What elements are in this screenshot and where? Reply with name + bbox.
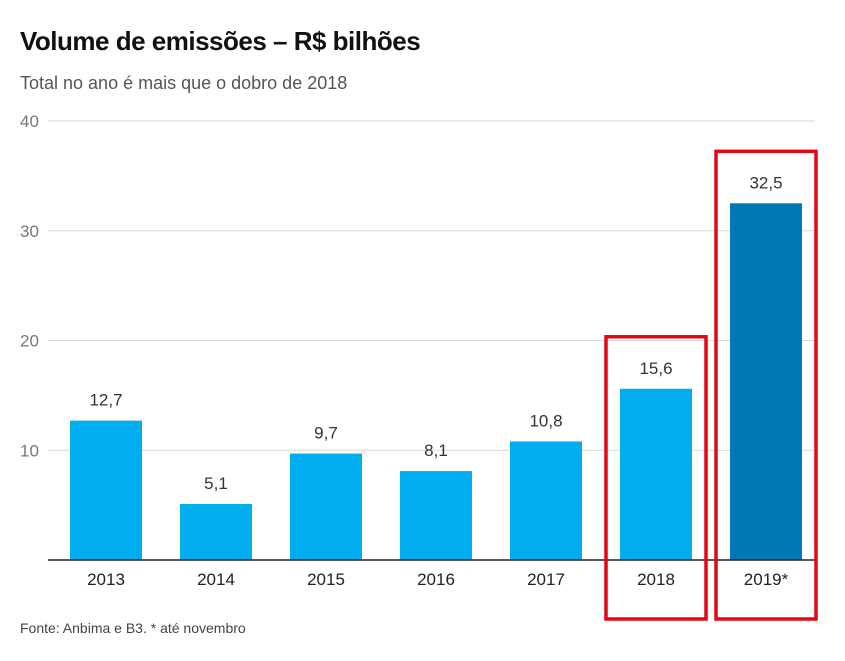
y-tick-label: 20 bbox=[20, 332, 39, 351]
bar bbox=[620, 388, 692, 560]
data-label: 32,5 bbox=[749, 173, 782, 192]
x-tick-label: 2018 bbox=[637, 570, 675, 589]
x-tick-label: 2019* bbox=[744, 570, 789, 589]
x-tick-label: 2015 bbox=[307, 570, 345, 589]
bar bbox=[290, 453, 362, 560]
y-tick-label: 30 bbox=[20, 222, 39, 241]
x-tick-label: 2014 bbox=[197, 570, 235, 589]
y-tick-label: 10 bbox=[20, 441, 39, 460]
data-label: 5,1 bbox=[204, 474, 228, 493]
highlight-box bbox=[714, 149, 818, 621]
bar bbox=[510, 441, 582, 560]
data-label: 10,8 bbox=[529, 411, 562, 430]
x-tick-label: 2016 bbox=[417, 570, 455, 589]
chart-subtitle: Total no ano é mais que o dobro de 2018 bbox=[20, 73, 348, 93]
source-note: Fonte: Anbima e B3. * até novembro bbox=[20, 620, 246, 636]
data-label: 9,7 bbox=[314, 424, 338, 443]
bar bbox=[180, 504, 252, 560]
highlight-box bbox=[604, 335, 708, 621]
x-tick-label: 2017 bbox=[527, 570, 565, 589]
bar bbox=[70, 420, 142, 560]
data-label: 8,1 bbox=[424, 441, 448, 460]
data-label: 15,6 bbox=[639, 359, 672, 378]
y-tick-label: 40 bbox=[20, 112, 39, 131]
bar bbox=[730, 203, 802, 560]
x-tick-label: 2013 bbox=[87, 570, 125, 589]
bar bbox=[400, 471, 472, 560]
data-label: 12,7 bbox=[89, 391, 122, 410]
chart-title: Volume de emissões – R$ bilhões bbox=[20, 26, 421, 56]
